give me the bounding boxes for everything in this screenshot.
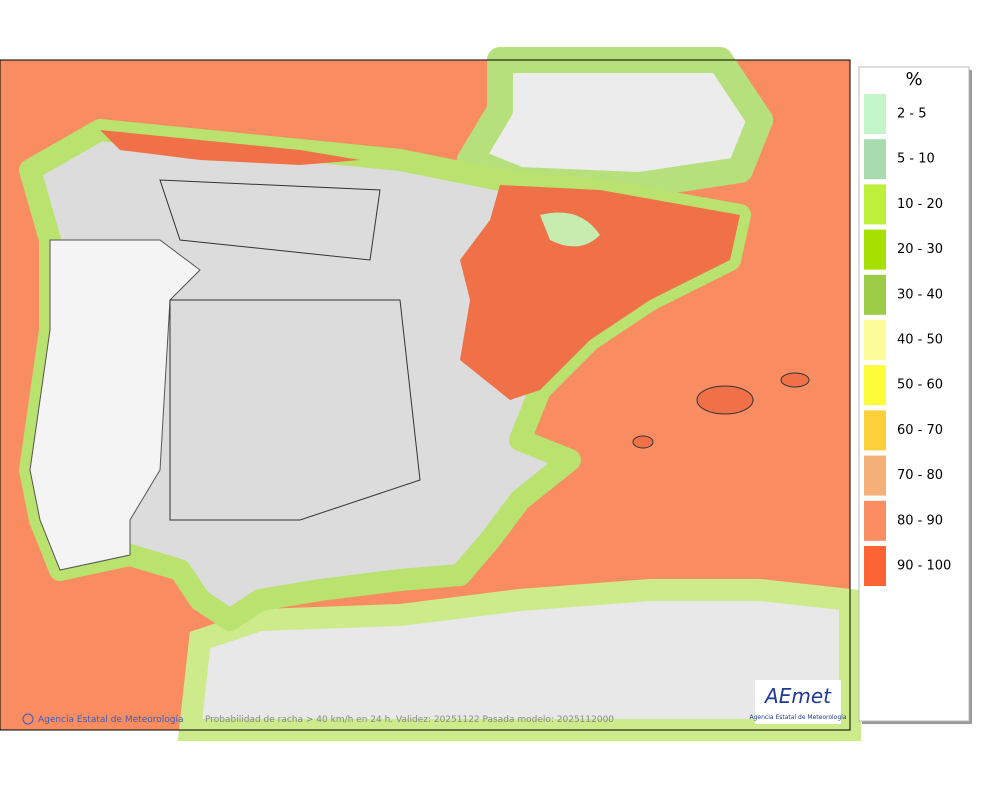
legend-label: 10 - 20 [897,197,943,212]
legend-swatch [864,546,886,586]
portugal [29,239,201,571]
legend-swatch [864,94,886,134]
copyright-icon [22,713,34,725]
north-coast-zone [100,130,360,165]
legend-label: 50 - 60 [897,378,943,393]
logo-subtitle: Agencia Estatal de Meteorología [750,714,847,721]
france [457,47,773,198]
legend-swatch [864,410,886,451]
region-borders [159,179,421,521]
logo-box [755,680,841,724]
legend-swatch [864,365,886,406]
ibiza [632,435,654,449]
legend-swatch [864,139,886,180]
legend-swatch [864,500,886,541]
menorca [780,372,810,388]
legend-label: 90 - 100 [897,559,951,574]
legend-swatch [864,229,886,270]
map-frame [0,59,851,731]
legend-swatch [864,274,886,315]
legend-label: 80 - 90 [897,513,943,528]
legend-label: 20 - 30 [897,242,943,257]
legend-label: 40 - 50 [897,333,943,348]
legend-label: 5 - 10 [897,152,935,167]
legend-swatch [864,455,886,496]
legend-label: 30 - 40 [897,287,943,302]
legend-label: 2 - 5 [897,107,927,122]
legend-swatch [864,320,886,360]
legend-label: 70 - 80 [897,468,943,483]
credit: Agencia Estatal de Meteorología [38,715,184,725]
logo-name: AEmet [763,684,832,708]
pyrenees-zone [540,212,600,247]
legend-swatch [864,184,886,225]
legend-title: % [905,69,922,90]
northeast-high-zone [460,185,740,400]
mallorca [696,385,754,415]
caption: Probabilidad de racha > 40 km/h en 24 h.… [205,715,614,725]
legend: % 2 - 5 5 - 10 10 - 20 20 - 30 30 - 40 40 - 5… [858,66,972,724]
africa [177,579,861,741]
legend-label: 60 - 70 [897,423,943,438]
map: Agencia Estatal de Meteorología Probabil… [0,47,861,741]
